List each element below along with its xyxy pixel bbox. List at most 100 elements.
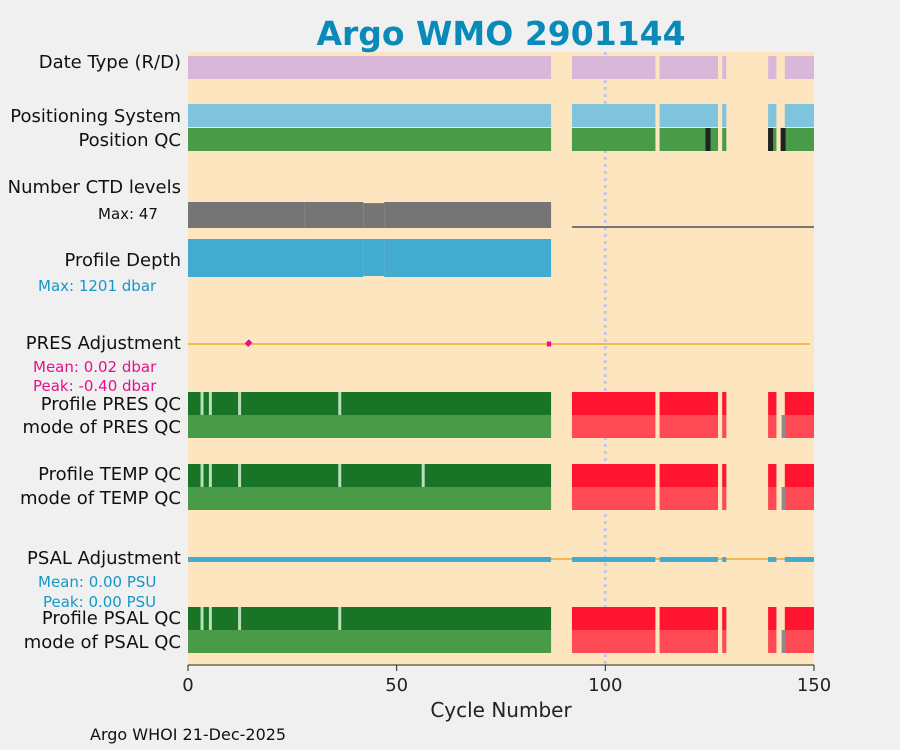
ctd-level-bar-1 xyxy=(304,202,364,228)
temp-profile-qc-bad-4 xyxy=(784,464,814,487)
psal-mode-qc-grey xyxy=(781,630,786,653)
stat-depth-max: Max: 1201 dbar xyxy=(38,277,157,295)
psal-qc-gap-1 xyxy=(208,607,212,630)
label-date-type: Date Type (R/D) xyxy=(38,52,181,73)
pres-mode-qc-bad-1 xyxy=(659,415,719,438)
positioning-bar-0 xyxy=(188,104,552,127)
pres-profile-qc-bad-4 xyxy=(784,392,814,415)
position-qc-bar-5 xyxy=(784,128,814,151)
position-qc-bar-0 xyxy=(188,128,552,151)
pres-mode-qc-bad-2 xyxy=(722,415,727,438)
psal-profile-qc-bad-0 xyxy=(571,607,656,630)
label-position-qc: Position QC xyxy=(78,130,181,151)
temp-qc-gap-1 xyxy=(208,464,212,487)
temp-mode-qc-bad-4 xyxy=(784,487,814,510)
stat-pres-mean: Mean: 0.02 dbar xyxy=(33,358,157,376)
pres-profile-qc-bad-1 xyxy=(659,392,719,415)
temp-qc-gap-3 xyxy=(338,464,342,487)
date-type-bar-3 xyxy=(722,56,727,79)
credit-text: Argo WHOI 21-Dec-2025 xyxy=(90,725,287,744)
temp-mode-qc-bad-0 xyxy=(571,487,656,510)
pres-profile-qc-bad-2 xyxy=(722,392,727,415)
pres-profile-qc-bad-3 xyxy=(768,392,777,415)
pres-qc-gap-2 xyxy=(238,392,242,415)
label-profile-pres-qc: Profile PRES QC xyxy=(40,394,181,415)
temp-profile-qc-bad-3 xyxy=(768,464,777,487)
temp-qc-gap-2 xyxy=(238,464,242,487)
date-type-bar-5 xyxy=(784,56,814,79)
profile-depth-bar-2 xyxy=(384,239,552,277)
pres-qc-gap-1 xyxy=(208,392,212,415)
temp-mode-qc-bad-2 xyxy=(722,487,727,510)
pres-mode-qc-good-0 xyxy=(188,415,552,438)
psal-mode-qc-bad-0 xyxy=(571,630,656,653)
psal-adjustment-bar-2 xyxy=(659,557,719,562)
pres-profile-qc-good-0 xyxy=(188,392,552,415)
pres-qc-gap-0 xyxy=(200,392,204,415)
label-profile-temp-qc: Profile TEMP QC xyxy=(38,464,181,485)
x-axis-label: Cycle Number xyxy=(430,698,572,722)
position-qc-flag-1 xyxy=(768,128,774,151)
pres-profile-qc-bad-0 xyxy=(571,392,656,415)
temp-profile-qc-good-0 xyxy=(188,464,552,487)
positioning-bar-2 xyxy=(659,104,719,127)
psal-adjustment-bar-5 xyxy=(784,557,814,562)
pres-mode-qc-grey xyxy=(781,415,786,438)
pres-mode-qc-bad-4 xyxy=(784,415,814,438)
psal-mode-qc-bad-2 xyxy=(722,630,727,653)
stat-ctd-max: Max: 47 xyxy=(98,205,158,223)
ctd-level-bar-0 xyxy=(188,202,305,228)
position-qc-bar-3 xyxy=(722,128,727,151)
psal-mode-qc-bad-3 xyxy=(768,630,777,653)
x-tick-label-1: 50 xyxy=(385,675,408,696)
label-mode-temp-qc: mode of TEMP QC xyxy=(19,488,181,509)
stat-psal-peak: Peak: 0.00 PSU xyxy=(43,593,157,611)
label-pres-adjustment: PRES Adjustment xyxy=(25,333,181,354)
profile-depth-bar-0 xyxy=(188,239,364,277)
psal-profile-qc-bad-4 xyxy=(784,607,814,630)
x-tick-label-3: 150 xyxy=(797,675,831,696)
pres-mode-qc-bad-3 xyxy=(768,415,777,438)
temp-mode-qc-bad-3 xyxy=(768,487,777,510)
label-positioning-system: Positioning System xyxy=(10,106,181,127)
psal-qc-gap-0 xyxy=(200,607,204,630)
psal-adjustment-bar-1 xyxy=(571,557,656,562)
psal-profile-qc-bad-2 xyxy=(722,607,727,630)
position-qc-bar-1 xyxy=(571,128,656,151)
label-profile-psal-qc: Profile PSAL QC xyxy=(41,608,181,629)
psal-mode-qc-good-0 xyxy=(188,630,552,653)
plot-background xyxy=(188,52,814,665)
x-tick-label-2: 100 xyxy=(588,675,622,696)
psal-mode-qc-bad-1 xyxy=(659,630,719,653)
temp-profile-qc-bad-2 xyxy=(722,464,727,487)
label-psal-adjustment: PSAL Adjustment xyxy=(26,548,181,569)
label-mode-psal-qc: mode of PSAL QC xyxy=(23,632,181,653)
temp-qc-gap-4 xyxy=(421,464,425,487)
position-qc-flag-0 xyxy=(705,128,711,151)
temp-profile-qc-bad-0 xyxy=(571,464,656,487)
psal-profile-qc-bad-3 xyxy=(768,607,777,630)
pres-mode-qc-bad-0 xyxy=(571,415,656,438)
position-qc-flag-2 xyxy=(780,128,786,151)
psal-adjustment-bar-3 xyxy=(722,557,727,562)
temp-mode-qc-bad-1 xyxy=(659,487,719,510)
temp-profile-qc-bad-1 xyxy=(659,464,719,487)
date-type-bar-1 xyxy=(571,56,656,79)
temp-mode-qc-grey xyxy=(781,487,786,510)
date-type-bar-2 xyxy=(659,56,719,79)
date-type-bar-4 xyxy=(768,56,777,79)
label-ctd-levels: Number CTD levels xyxy=(7,177,181,198)
positioning-bar-4 xyxy=(768,104,777,127)
psal-profile-qc-bad-1 xyxy=(659,607,719,630)
temp-qc-gap-0 xyxy=(200,464,204,487)
positioning-bar-1 xyxy=(571,104,656,127)
date-type-bar-0 xyxy=(188,56,552,79)
ctd-level-bar-2 xyxy=(363,203,385,228)
ctd-level-bar-4 xyxy=(571,226,814,228)
chart-title: Argo WMO 2901144 xyxy=(316,14,686,53)
x-tick-label-0: 0 xyxy=(182,675,193,696)
temp-mode-qc-good-0 xyxy=(188,487,552,510)
pres-qc-gap-3 xyxy=(338,392,342,415)
psal-qc-gap-3 xyxy=(338,607,342,630)
